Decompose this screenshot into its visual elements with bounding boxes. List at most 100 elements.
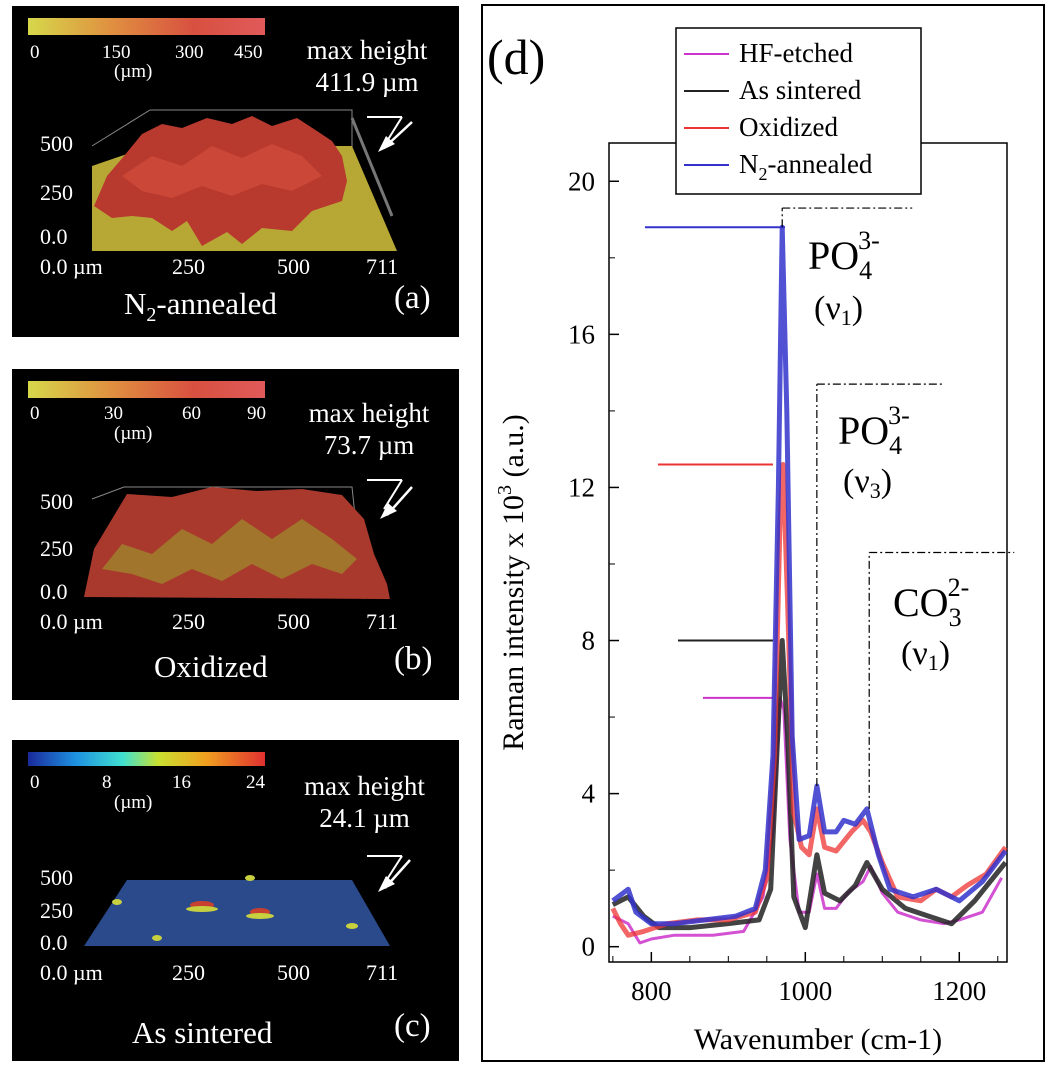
panel-frame xyxy=(481,4,1045,1062)
annotation-co3-v1-mode: (ν1) xyxy=(901,635,950,675)
z-tick: 0.0 xyxy=(40,579,68,604)
legend: HF-etched As sintered Oxidized N2-annealed xyxy=(675,27,922,195)
surface-feature xyxy=(112,899,122,905)
colorbar xyxy=(28,752,265,766)
annotation-po4-v1: PO43- xyxy=(808,226,880,285)
surface-feature xyxy=(246,913,274,919)
colorbar xyxy=(28,381,265,398)
panel-letter: (c) xyxy=(394,1008,431,1044)
surface-plane xyxy=(102,519,357,584)
annotation-group: PO43- (ν1) PO43- (ν3) CO32- (ν1) xyxy=(781,207,1015,809)
legend-box xyxy=(675,27,922,195)
sample-name: As sintered xyxy=(132,1015,273,1050)
x-tick: 500 xyxy=(277,609,310,634)
surface-feature xyxy=(152,935,162,941)
panel-letter: (a) xyxy=(394,280,431,316)
z-tick: 250 xyxy=(40,180,73,205)
x-tick: 0.0 µm xyxy=(40,960,103,985)
surface-feature xyxy=(245,875,255,881)
colorbar-tick: 0 xyxy=(30,403,40,424)
sample-name: Oxidized xyxy=(154,649,268,684)
x-tick: 711 xyxy=(366,609,398,634)
axis-box-edge xyxy=(350,117,394,217)
max-height-value: 411.9 µm xyxy=(315,67,419,97)
colorbar-tick: 150 xyxy=(102,42,131,63)
z-tick: 250 xyxy=(40,536,73,561)
annotation-po4-v3-mode: (ν3) xyxy=(843,463,892,503)
max-height-readout: max height 411.9 µm xyxy=(282,34,452,98)
x-tick-label: 1200 xyxy=(932,976,986,1006)
view-arrow-head xyxy=(378,136,395,152)
colorbar-tick: 90 xyxy=(247,403,266,424)
view-arrow-head xyxy=(380,503,397,519)
surface-plane xyxy=(84,880,390,946)
z-tick: 0.0 xyxy=(40,224,68,249)
z-tick: 500 xyxy=(40,131,73,156)
series-line xyxy=(611,224,1008,927)
panel-a-svg: 0 150 300 450 (µm) 500 250 0.0 0.0 µm 25… xyxy=(28,18,413,279)
y-tick-label: 16 xyxy=(568,319,595,349)
series-line xyxy=(610,462,1008,938)
z-tick: 500 xyxy=(40,489,73,514)
series-group xyxy=(610,224,1008,945)
view-arrow xyxy=(383,479,403,510)
colorbar-tick: 450 xyxy=(234,42,263,63)
y-tick-label: 4 xyxy=(582,779,596,809)
x-tick: 0.0 µm xyxy=(40,254,103,279)
sample-name: N2-annealed xyxy=(124,286,277,327)
max-height-label: max height xyxy=(304,771,425,801)
surface-feature xyxy=(346,923,358,929)
surface-feature xyxy=(186,906,218,912)
panel-c-svg: 0 8 16 24 (µm) 500 250 0.0 0.0 µm 250 50… xyxy=(28,752,411,985)
max-height-label: max height xyxy=(306,35,428,65)
y-tick-label: 20 xyxy=(568,166,595,196)
colorbar-unit: (µm) xyxy=(114,423,152,444)
panel-letter: (d) xyxy=(487,29,545,85)
x-tick: 250 xyxy=(172,960,205,985)
max-height-value: 73.7 µm xyxy=(323,430,415,460)
panel-b-topography: 0 30 60 90 (µm) 500 250 0.0 0.0 µm 250 5… xyxy=(12,369,459,700)
series-line xyxy=(611,638,1008,931)
colorbar-tick: 24 xyxy=(246,772,266,793)
panel-a-topography: 0 150 300 450 (µm) 500 250 0.0 0.0 µm 25… xyxy=(12,6,459,337)
legend-label: HF-etched xyxy=(739,38,853,68)
legend-label: As sintered xyxy=(739,75,862,105)
legend-label: Oxidized xyxy=(739,112,838,142)
max-height-readout: max height 73.7 µm xyxy=(284,397,454,461)
colorbar-tick: 60 xyxy=(182,403,201,424)
annotation-co3-v1: CO32- xyxy=(893,573,969,632)
y-tick-label: 12 xyxy=(568,472,595,502)
panel-c-topography: 0 8 16 24 (µm) 500 250 0.0 0.0 µm 250 50… xyxy=(12,740,459,1061)
x-tick-label: 1000 xyxy=(778,976,832,1006)
x-tick: 711 xyxy=(366,254,398,279)
colorbar-unit: (µm) xyxy=(114,792,152,813)
x-tick-label: 800 xyxy=(631,976,672,1006)
colorbar xyxy=(28,18,265,35)
y-tick-label: 8 xyxy=(582,626,596,656)
z-tick: 500 xyxy=(40,865,73,890)
panel-b-svg: 0 30 60 90 (µm) 500 250 0.0 0.0 µm 250 5… xyxy=(28,381,413,634)
colorbar-tick: 16 xyxy=(172,772,191,793)
z-tick: 0.0 xyxy=(40,930,68,955)
colorbar-tick: 0 xyxy=(30,772,40,793)
colorbar-unit: (µm) xyxy=(114,61,152,82)
surface-relief-highlight xyxy=(122,144,322,198)
max-height-value: 24.1 µm xyxy=(319,803,410,833)
colorbar-tick: 300 xyxy=(175,42,204,63)
panel-letter: (b) xyxy=(394,641,433,677)
x-tick: 250 xyxy=(172,254,205,279)
annotation-po4-v1-mode: (ν1) xyxy=(814,290,863,330)
x-tick: 500 xyxy=(277,960,310,985)
x-tick: 711 xyxy=(366,960,398,985)
legend-label: N2-annealed xyxy=(739,149,873,184)
y-tick-label: 0 xyxy=(582,932,596,962)
max-height-label: max height xyxy=(308,398,430,428)
x-tick: 250 xyxy=(172,609,205,634)
plot-axes: 0 4 8 12 16 20 800 1000 1200 Wavenumber (cm-1) Ram… xyxy=(494,142,1008,1056)
annotation-po4-v3: PO43- xyxy=(838,401,910,460)
panel-d-raman: (d) 0 4 8 12 16 20 800 1000 1200 Wavenumber (cm-1… xyxy=(481,4,1045,1062)
x-tick: 0.0 µm xyxy=(40,609,103,634)
raman-chart: (d) 0 4 8 12 16 20 800 1000 1200 Wavenumber (cm-1… xyxy=(481,4,1045,1062)
colorbar-tick: 30 xyxy=(104,403,123,424)
max-height-readout: max height 24.1 µm xyxy=(277,770,452,834)
